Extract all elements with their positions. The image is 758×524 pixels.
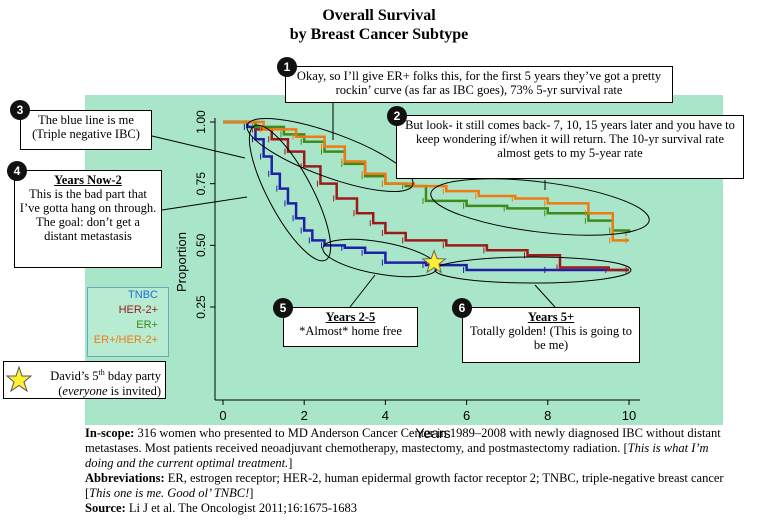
badge-4: 4 <box>7 161 27 181</box>
arrow-callout-3 <box>151 135 246 159</box>
abbr-close: ] <box>249 486 254 500</box>
badge-2: 2 <box>387 106 407 126</box>
arrow-callout-6 <box>534 284 556 308</box>
series-line-tnbc <box>223 120 629 272</box>
inscope-text: 316 women who presented to MD Anderson C… <box>85 426 721 455</box>
callout-2: But look- it still comes back- 7, 10, 15… <box>396 115 744 179</box>
footer-inscope: In-scope: 316 women who presented to MD … <box>85 426 725 471</box>
y-axis-label: Proportion <box>174 232 189 292</box>
star-note-sup: th <box>98 368 105 377</box>
callout-4-heading: Years Now-2 <box>54 173 122 187</box>
badge-6: 6 <box>452 298 472 318</box>
title-line-1: Overall Survival <box>322 7 436 24</box>
x-axis-label: Years <box>415 425 450 441</box>
callout-3: The blue line is me (Triple negative IBC… <box>20 110 152 150</box>
x-tick-label: 6 <box>463 408 470 423</box>
star-note: David’s 5th bday party (everyone is invi… <box>3 361 166 399</box>
callout-1: Okay, so I’ll give ER+ folks this, for t… <box>285 66 673 103</box>
star-note-paren: ( <box>58 384 63 399</box>
legend-items: TNBC HER-2+ ER+ ER+/HER-2+ <box>88 288 168 348</box>
star-icon <box>6 366 32 392</box>
arrow-callout-5 <box>349 274 376 308</box>
y-tick-label: 0.50 <box>194 233 208 257</box>
legend-item: ER+ <box>136 319 158 331</box>
highlight-ellipse-tnbc-late <box>434 256 632 284</box>
callout-5: Years 2-5 *Almost* home free <box>283 307 418 347</box>
callout-4-text: This is the bad part that I’ve gotta han… <box>19 187 157 243</box>
footer-notes: In-scope: 316 women who presented to MD … <box>85 426 725 516</box>
star-note-line-2: (everyone is invited) <box>38 384 161 399</box>
y-tick-label: 1.00 <box>194 110 208 134</box>
star-note-text-post: bday party <box>104 369 161 384</box>
callout-1-text: Okay, so I’ll give ER+ folks this, for t… <box>296 69 662 97</box>
legend-item: TNBC <box>128 289 158 301</box>
title-line-2: by Breast Cancer Subtype <box>289 26 469 43</box>
footer-source: Source: Li J et al. The Oncologist 2011;… <box>85 501 725 516</box>
inscope-italic: This is what I’m doing and the current o… <box>85 441 709 470</box>
star-note-text: David’s 5 <box>50 369 99 384</box>
star-marker <box>421 249 447 274</box>
legend-item: HER-2+ <box>118 304 158 316</box>
series-line-er-her-2- <box>223 120 629 242</box>
footer-abbreviations: Abbreviations: ER, estrogen receptor; HE… <box>85 471 725 501</box>
callout-6: Years 5+ Totally golden! (This is going … <box>462 307 640 363</box>
highlight-ellipse-tnbc-early <box>248 124 332 262</box>
callout-6-heading: Years 5+ <box>527 310 575 324</box>
callout-4: Years Now-2 This is the bad part that I’… <box>14 170 162 268</box>
highlight-ellipse-er-early <box>246 117 414 193</box>
abbr-italic: This one is me. Good ol’ TNBC! <box>89 486 250 500</box>
abbr-label: Abbreviations: <box>85 471 165 485</box>
abbr-text: ER, estrogen receptor; HER-2, human epid… <box>85 471 724 500</box>
star-note-italic: everyone <box>62 384 108 399</box>
x-tick-label: 4 <box>382 408 389 423</box>
badge-1: 1 <box>277 57 297 77</box>
x-tick-label: 8 <box>544 408 551 423</box>
arrow-callout-4 <box>161 196 248 211</box>
inscope-close: ] <box>288 456 293 470</box>
callout-3-text: The blue line is me (Triple negative IBC… <box>32 113 140 141</box>
source-label: Source: <box>85 501 126 515</box>
x-tick-label: 0 <box>219 408 226 423</box>
x-tick-label: 2 <box>301 408 308 423</box>
inscope-label: In-scope: <box>85 426 135 440</box>
star-note-rest: is invited) <box>107 384 161 399</box>
x-tick-label: 10 <box>622 408 636 423</box>
chart-legend: TNBC HER-2+ ER+ ER+/HER-2+ <box>87 287 169 357</box>
source-text: Li J et al. The Oncologist 2011;16:1675-… <box>125 501 357 515</box>
callout-5-heading: Years 2-5 <box>325 310 376 324</box>
badge-5: 5 <box>273 298 293 318</box>
series-line-her-2- <box>223 120 629 272</box>
page-title: Overall Survival by Breast Cancer Subtyp… <box>0 6 758 44</box>
highlight-ellipse-er-late <box>430 178 650 236</box>
star-note-line-1: David’s 5th bday party <box>38 365 161 384</box>
callout-6-text: Totally golden! (This is going to be me) <box>470 324 632 352</box>
y-tick-label: 0.75 <box>194 172 208 196</box>
y-tick-label: 0.25 <box>194 295 208 319</box>
legend-item: ER+/HER-2+ <box>93 334 158 346</box>
callout-2-text: But look- it still comes back- 7, 10, 15… <box>405 118 735 160</box>
badge-3: 3 <box>10 100 30 120</box>
callout-5-text: *Almost* home free <box>299 324 402 338</box>
